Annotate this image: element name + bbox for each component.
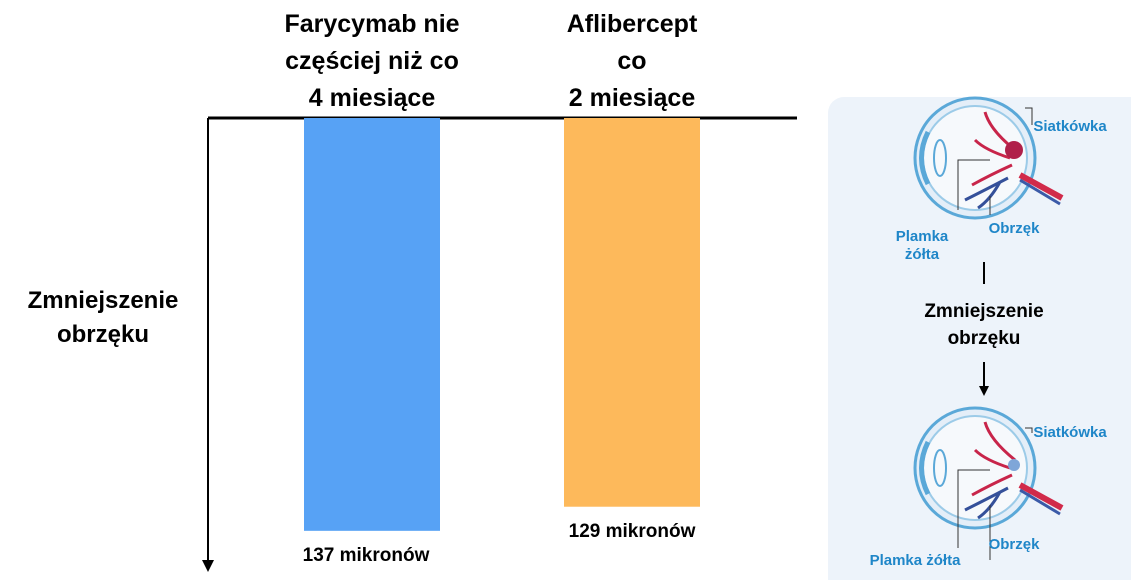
category-label: Aflibercept co 2 miesiące bbox=[512, 6, 752, 117]
panel-label: Obrzęk bbox=[989, 536, 1040, 554]
value-label: 129 mikronów bbox=[532, 519, 732, 546]
panel-label: Siatkówka bbox=[1033, 118, 1106, 136]
bar bbox=[304, 118, 440, 531]
panel-label: Siatkówka bbox=[1033, 424, 1106, 442]
y-axis-arrow bbox=[202, 560, 214, 572]
panel-label: Plamka żółta bbox=[896, 228, 949, 264]
panel-text: Zmniejszenie obrzęku bbox=[884, 298, 1084, 352]
panel-label: Plamka żółta bbox=[870, 552, 961, 570]
page: {"chart_data": {"type": "bar", "y_invert… bbox=[0, 0, 1131, 580]
bar bbox=[564, 118, 700, 507]
panel-label: Obrzęk bbox=[989, 220, 1040, 238]
value-label: 137 mikronów bbox=[266, 543, 466, 570]
category-label: Farycymab nie częściej niż co 4 miesiące bbox=[252, 6, 492, 117]
y-axis-label: Zmniejszenie obrzęku bbox=[0, 284, 213, 352]
